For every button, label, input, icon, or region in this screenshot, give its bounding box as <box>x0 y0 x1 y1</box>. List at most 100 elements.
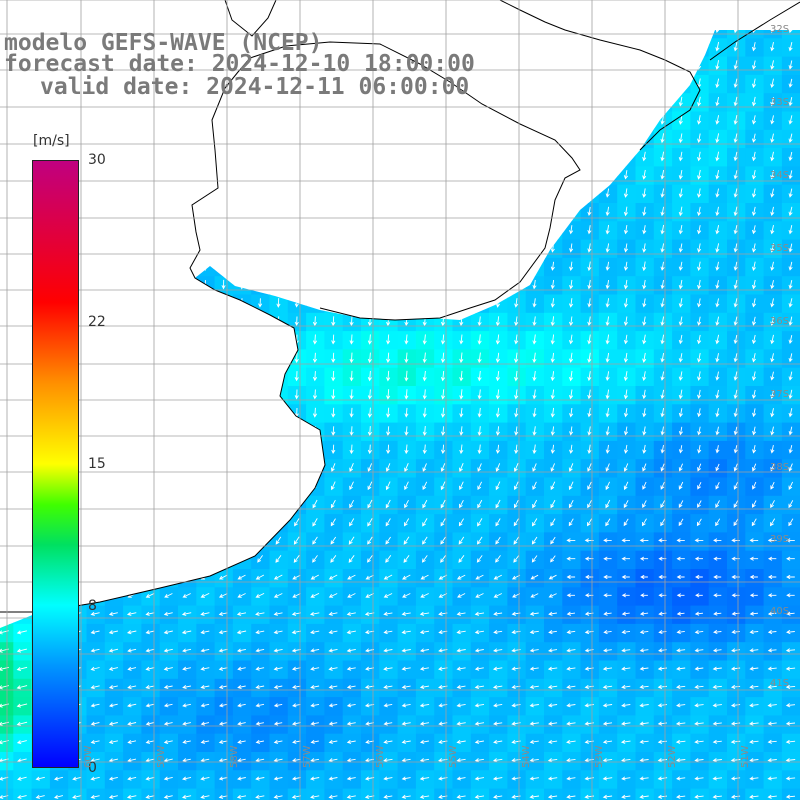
wind-arrow <box>276 334 281 345</box>
wind-speed-cell <box>397 569 417 588</box>
wind-arrow <box>694 538 704 543</box>
wind-speed-cell <box>397 477 417 497</box>
wind-arrow <box>770 261 775 271</box>
wind-speed-cell <box>727 93 746 113</box>
wind-arrow <box>770 243 775 253</box>
wind-speed-cell <box>672 459 691 479</box>
wind-speed-cell <box>635 276 655 296</box>
wind-arrow <box>404 334 409 345</box>
wind-speed-cell <box>251 660 271 680</box>
wind-speed-cell <box>141 623 161 643</box>
wind-speed-cell <box>178 148 197 167</box>
wind-speed-cell <box>672 148 691 167</box>
wind-speed-cell <box>653 495 673 515</box>
wind-speed-cell <box>489 550 508 570</box>
wind-speed-cell <box>507 148 527 167</box>
wind-arrow <box>221 206 226 217</box>
wind-arrow <box>477 370 482 382</box>
wind-arrow <box>2 316 7 326</box>
wind-arrow <box>93 206 98 217</box>
wind-arrow <box>258 115 263 125</box>
wind-arrow <box>623 481 629 491</box>
wind-arrow <box>291 611 301 616</box>
wind-speed-cell <box>489 770 508 790</box>
wind-arrow <box>386 188 391 198</box>
wind-speed-cell <box>397 203 417 222</box>
wind-arrow <box>294 261 299 272</box>
wind-arrow <box>788 463 793 472</box>
wind-speed-cell <box>86 257 106 277</box>
wind-arrow <box>642 518 647 527</box>
wind-arrow <box>474 684 485 690</box>
wind-arrow <box>293 536 300 545</box>
wind-speed-cell <box>232 605 252 625</box>
wind-arrow <box>715 463 720 472</box>
wind-arrow <box>623 188 628 198</box>
wind-speed-cell <box>287 514 307 533</box>
wind-speed-cell <box>635 532 655 552</box>
wind-speed-cell <box>544 642 563 662</box>
wind-arrow <box>367 555 373 563</box>
wind-speed-cell <box>13 605 33 625</box>
wind-speed-cell <box>159 550 179 570</box>
wind-arrow <box>733 30 738 34</box>
wind-arrow <box>550 518 556 527</box>
wind-arrow <box>514 261 519 272</box>
wind-arrow <box>476 536 483 545</box>
wind-speed-cell <box>470 30 490 39</box>
wind-speed-cell <box>86 514 106 533</box>
wind-speed-cell <box>452 221 472 241</box>
wind-speed-cell <box>361 788 380 800</box>
wind-arrow <box>477 78 482 89</box>
wind-arrow <box>312 407 318 418</box>
wind-speed-cell <box>104 349 124 369</box>
wind-speed-cell <box>470 678 490 698</box>
wind-speed-cell <box>745 752 765 771</box>
wind-speed-cell <box>251 257 271 277</box>
wind-speed-cell <box>379 276 399 296</box>
wind-speed-cell <box>580 605 600 625</box>
wind-speed-cell <box>617 257 637 277</box>
wind-speed-cell <box>708 386 728 405</box>
wind-arrow <box>258 206 263 217</box>
wind-arrow <box>751 133 757 143</box>
wind-speed-cell <box>672 678 691 698</box>
wind-arrow <box>255 574 265 580</box>
wind-arrow <box>401 776 411 781</box>
wind-speed-cell <box>525 93 545 113</box>
wind-speed-cell <box>123 203 142 222</box>
wind-arrow <box>202 463 208 472</box>
wind-speed-cell <box>781 678 800 698</box>
wind-arrow <box>386 243 391 253</box>
wind-arrow <box>788 188 793 198</box>
wind-speed-cell <box>86 404 106 424</box>
wind-arrow <box>697 389 702 400</box>
wind-arrow <box>148 115 153 125</box>
wind-arrow <box>605 407 610 418</box>
wind-arrow <box>404 225 409 235</box>
wind-arrow <box>293 555 300 563</box>
wind-arrow <box>349 206 354 217</box>
wind-arrow <box>2 96 7 107</box>
wind-arrow <box>660 224 665 235</box>
wind-speed-cell <box>415 587 435 607</box>
wind-speed-cell <box>159 623 179 643</box>
wind-arrow <box>20 133 25 143</box>
wind-speed-cell <box>544 770 563 790</box>
wind-speed-cell <box>342 257 362 277</box>
wind-arrow <box>733 96 738 107</box>
wind-arrow <box>130 188 135 198</box>
wind-arrow <box>657 758 668 763</box>
wind-arrow <box>660 243 665 253</box>
wind-arrow <box>184 261 190 272</box>
wind-arrow <box>696 518 702 527</box>
wind-arrow <box>312 279 318 290</box>
wind-arrow <box>642 371 647 382</box>
wind-arrow <box>514 243 519 253</box>
wind-arrow <box>474 630 484 635</box>
wind-arrow <box>349 499 354 509</box>
wind-speed-cell <box>434 733 454 753</box>
wind-arrow <box>660 298 665 308</box>
wind-speed-cell <box>178 349 197 369</box>
wind-speed-cell <box>763 294 783 314</box>
